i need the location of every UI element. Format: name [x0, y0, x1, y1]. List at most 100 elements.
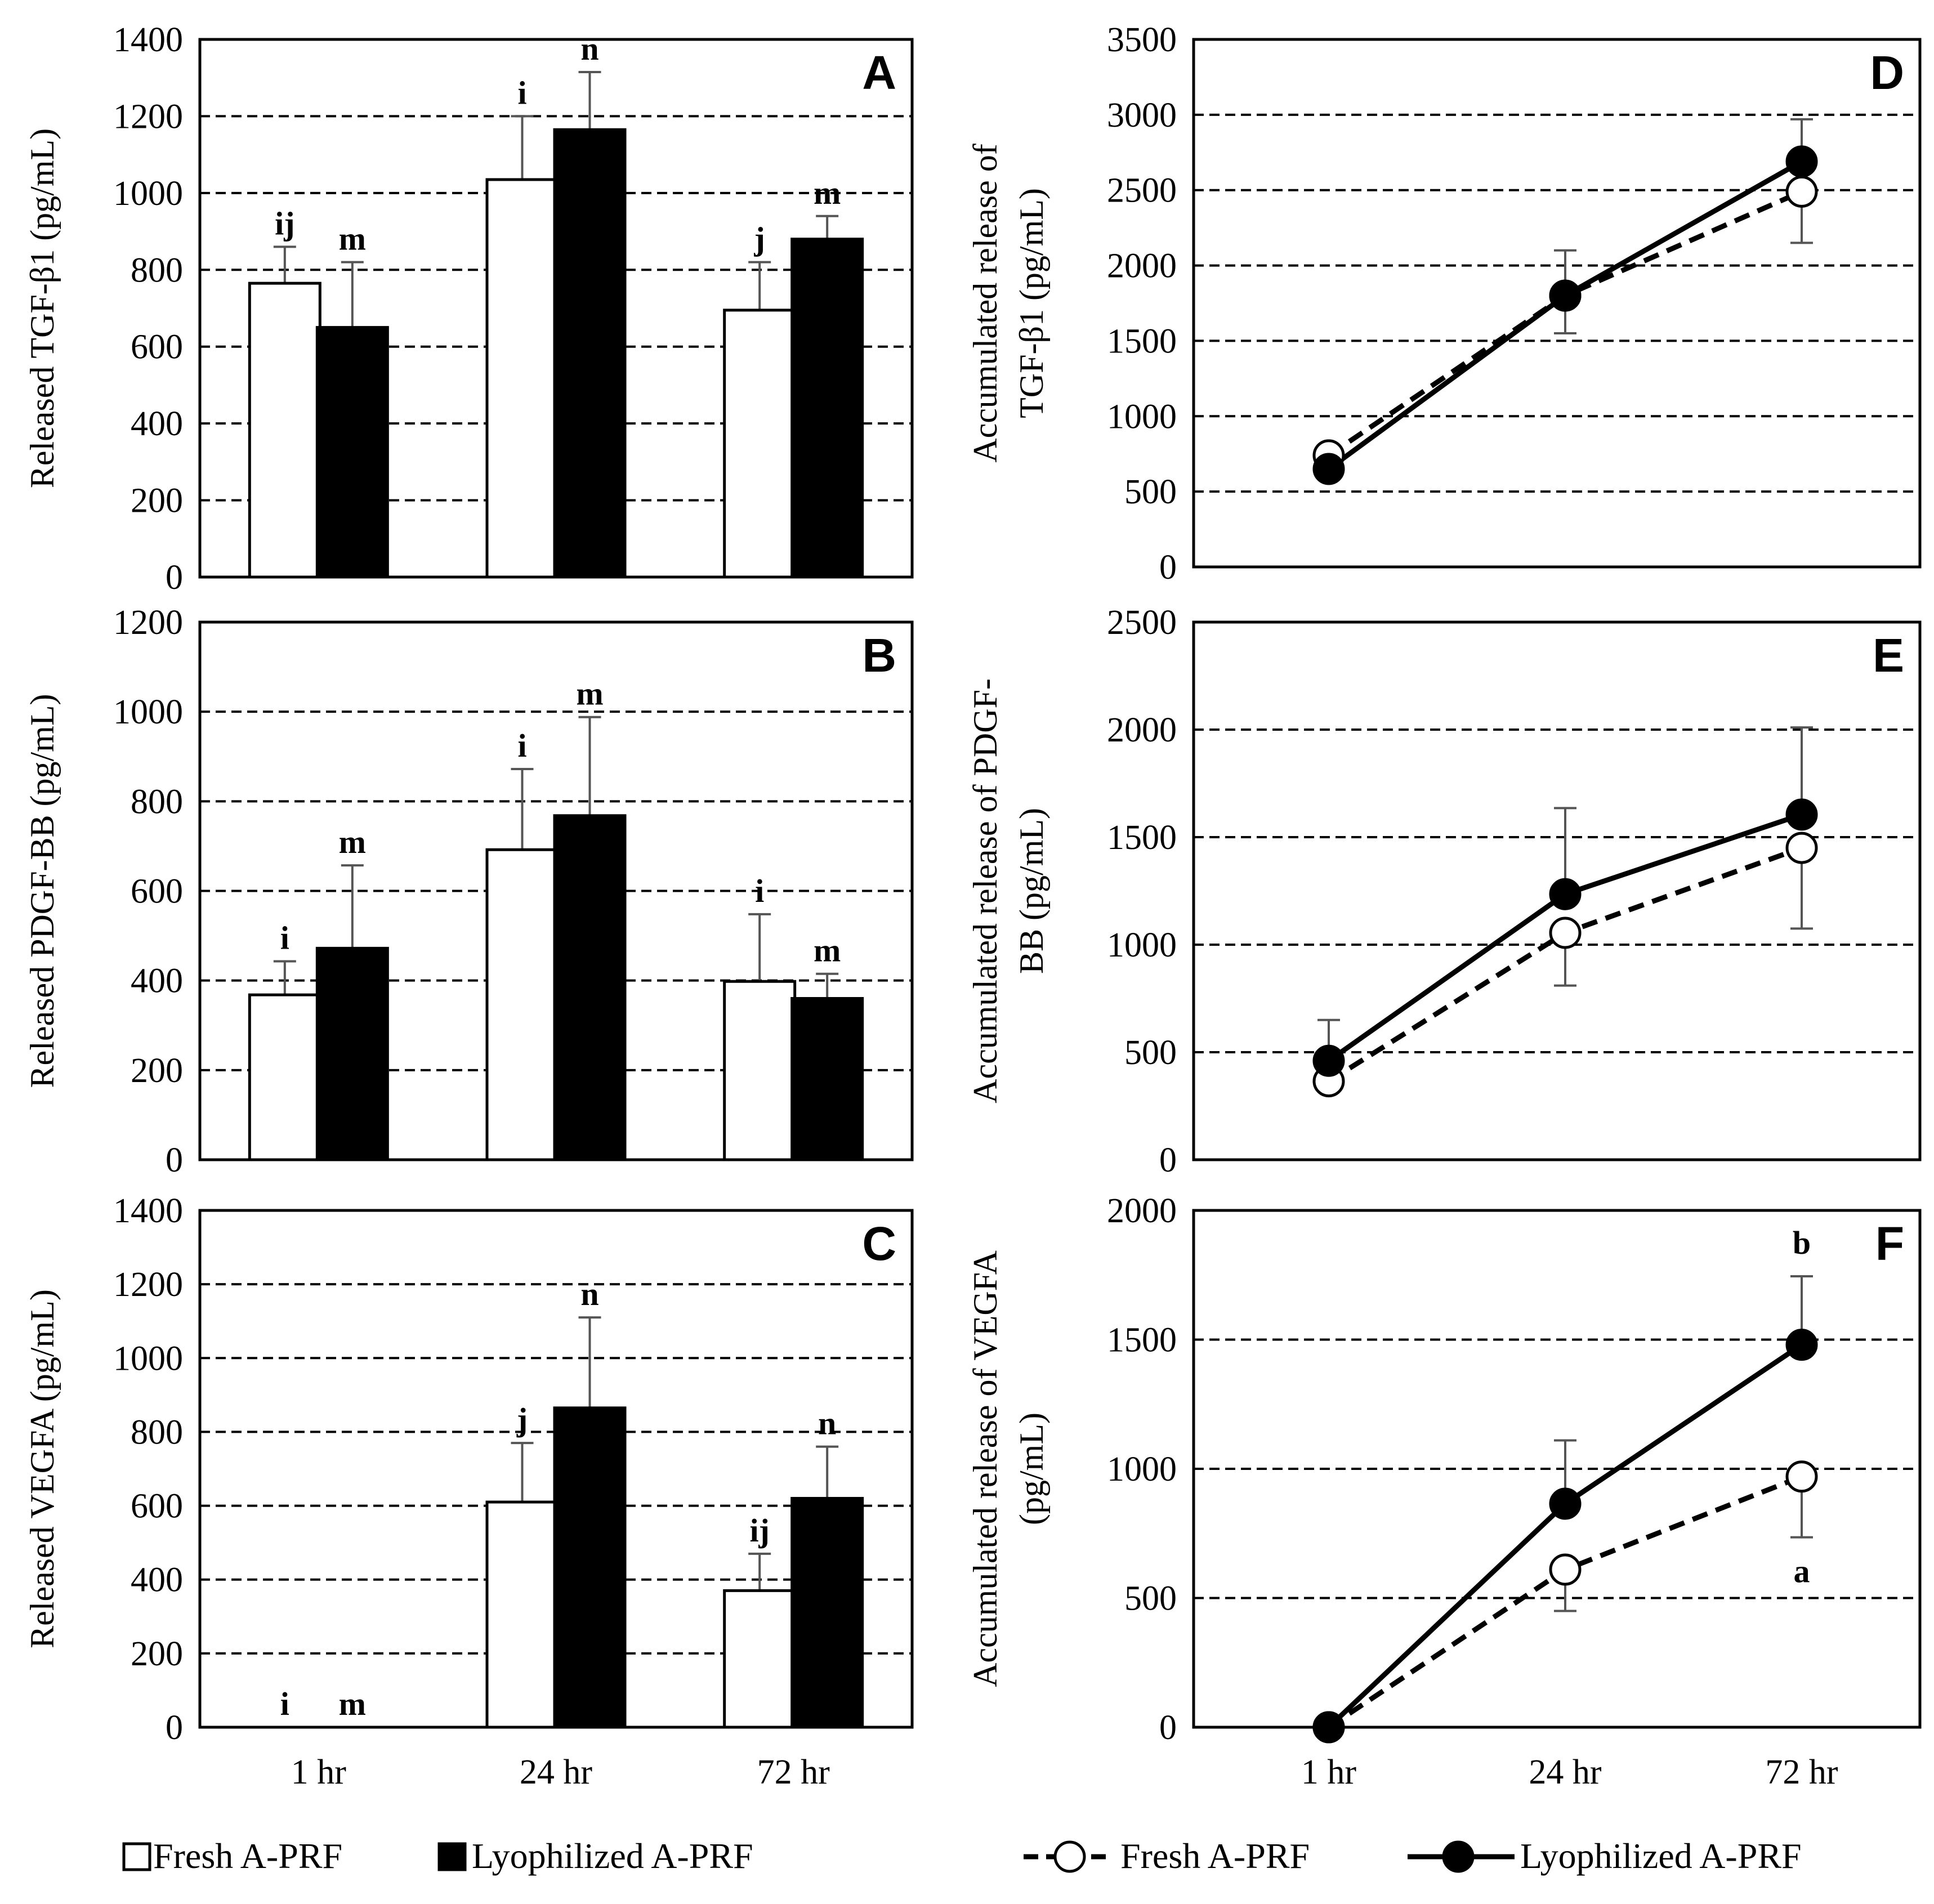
y-axis-title-d: Accumulated release of	[967, 144, 1004, 462]
bar-lyophilized-c	[790, 1496, 864, 1729]
significance-label-b: i	[755, 873, 764, 909]
y-tick-label-f: 1000	[1107, 1450, 1177, 1489]
y-tick-label-d: 500	[1124, 473, 1177, 511]
plot-frame-c	[198, 1209, 914, 1729]
y-tick-label-c: 1000	[113, 1339, 183, 1378]
bar-fresh-c	[723, 1589, 797, 1729]
y-axis-title-e: BB (pg/mL)	[1013, 808, 1050, 974]
panel-letter-f: F	[1875, 1217, 1904, 1270]
significance-label-a: ij	[275, 205, 294, 242]
y-tick-label-d: 1000	[1107, 397, 1177, 436]
y-tick-label-a: 400	[131, 405, 183, 443]
legend-label-lyophilized-bar: Lyophilized A-PRF	[472, 1836, 753, 1876]
bar-legend: Fresh A-PRF Lyophilized A-PRF	[122, 1836, 753, 1876]
legend-marker-fresh	[1053, 1840, 1086, 1873]
panel-e: 0 500 1000 1500 2000 2500 Accumulated release …	[967, 604, 1922, 1179]
y-tick-label-a: 1200	[113, 97, 183, 136]
y-tick-label-b: 600	[131, 873, 183, 911]
x-tick-label-c: 72 hr	[757, 1753, 830, 1791]
data-point-fresh-f	[1785, 1460, 1818, 1493]
panel-f: 0 500 1000 1500 2000 Accumulated release of V…	[967, 1192, 1922, 1791]
y-tick-label-b: 1000	[113, 693, 183, 731]
bar-fresh-b	[248, 993, 321, 1161]
plot-frame-f	[1192, 1209, 1922, 1729]
significance-label-a: i	[517, 74, 526, 111]
panel-letter-a: A	[862, 46, 896, 99]
y-tick-label-b: 400	[131, 962, 183, 1000]
bar-lyophilized-b	[553, 814, 627, 1161]
plot-frame-b	[198, 620, 914, 1161]
bar-fresh-a	[723, 309, 797, 579]
data-point-lyophilized-d	[1312, 453, 1345, 485]
bar-fresh-a	[485, 178, 559, 579]
panel-d: 0 500 1000 1500 2000 2500 3000 3500 Accumulated …	[967, 21, 1922, 587]
significance-label-c: n	[818, 1405, 836, 1442]
x-tick-label-f: 72 hr	[1765, 1753, 1838, 1791]
y-tick-label-a: 1400	[113, 21, 183, 59]
y-axis-title-e: Accumulated release of PDGF-	[967, 678, 1004, 1103]
y-tick-label-a: 800	[131, 251, 183, 289]
data-point-lyophilized-d	[1549, 279, 1582, 312]
y-axis-title-f: (pg/mL)	[1013, 1413, 1050, 1525]
y-tick-label-f: 1500	[1107, 1321, 1177, 1360]
y-tick-label-a: 0	[166, 558, 183, 597]
y-tick-label-e: 0	[1159, 1141, 1177, 1179]
significance-label-b: i	[280, 919, 289, 956]
plot-frame-a	[198, 38, 914, 579]
panel-letter-b: B	[862, 629, 896, 682]
series-line-lyophilized-f	[1326, 1342, 1803, 1729]
significance-label-c: n	[580, 1276, 598, 1312]
data-point-lyophilized-d	[1785, 145, 1818, 178]
y-tick-label-b: 800	[131, 783, 183, 821]
y-tick-label-e: 1500	[1107, 819, 1177, 857]
y-tick-label-f: 500	[1124, 1580, 1177, 1618]
data-point-fresh-e	[1785, 832, 1818, 864]
significance-label-c: ij	[749, 1512, 769, 1549]
y-tick-label-c: 0	[166, 1709, 183, 1747]
bar-lyophilized-c	[553, 1406, 627, 1729]
data-point-fresh-f	[1549, 1553, 1582, 1586]
y-tick-label-d: 0	[1159, 548, 1177, 587]
y-tick-label-b: 0	[166, 1141, 183, 1179]
y-axis-title-b: Released PDGF-BB (pg/mL)	[24, 694, 61, 1088]
data-point-lyophilized-f	[1549, 1487, 1582, 1520]
y-tick-label-d: 3000	[1107, 96, 1177, 135]
legend-marker-lyophilized	[1442, 1840, 1475, 1873]
y-tick-label-e: 2500	[1107, 604, 1177, 642]
y-tick-label-d: 1500	[1107, 322, 1177, 360]
y-axis-title-f: Accumulated release of VEGFA	[967, 1250, 1004, 1687]
panel-letter-c: C	[862, 1217, 896, 1270]
significance-label-b: m	[814, 932, 841, 969]
y-tick-label-b: 1200	[113, 604, 183, 642]
bar-fresh-a	[248, 281, 321, 579]
significance-label-a: m	[814, 175, 841, 211]
bar-fresh-b	[723, 980, 797, 1161]
x-tick-label-c: 1 hr	[291, 1753, 347, 1791]
legend-swatch-lyophilized-bar	[437, 1842, 467, 1871]
plot-frame-d	[1192, 38, 1922, 569]
bar-fresh-c	[485, 1500, 559, 1729]
panel-letter-e: E	[1873, 629, 1904, 682]
bar-lyophilized-a	[790, 238, 864, 579]
y-tick-label-a: 600	[131, 328, 183, 367]
x-tick-label-c: 24 hr	[520, 1753, 593, 1791]
significance-label-a: n	[580, 30, 598, 67]
plot-frame-e	[1192, 620, 1922, 1161]
y-tick-label-f: 2000	[1107, 1192, 1177, 1230]
y-tick-label-b: 200	[131, 1052, 183, 1090]
y-tick-label-e: 1000	[1107, 926, 1177, 964]
panel-a: 0 200 400 600 800 1000 1200 1400 Released TGF-β1…	[24, 21, 914, 597]
significance-label-a: j	[754, 221, 765, 257]
y-tick-label-f: 0	[1159, 1709, 1177, 1747]
x-tick-label-f: 1 hr	[1301, 1753, 1357, 1791]
data-point-lyophilized-e	[1549, 878, 1582, 910]
y-tick-label-d: 2500	[1107, 172, 1177, 210]
y-tick-label-c: 1400	[113, 1192, 183, 1230]
y-tick-label-a: 1000	[113, 175, 183, 213]
line-legend: Fresh A-PRF Lyophilized A-PRF	[1024, 1836, 1802, 1876]
y-tick-label-c: 400	[131, 1561, 183, 1599]
bar-lyophilized-a	[315, 326, 389, 579]
data-point-lyophilized-e	[1785, 798, 1818, 831]
significance-label-b: i	[517, 727, 526, 764]
